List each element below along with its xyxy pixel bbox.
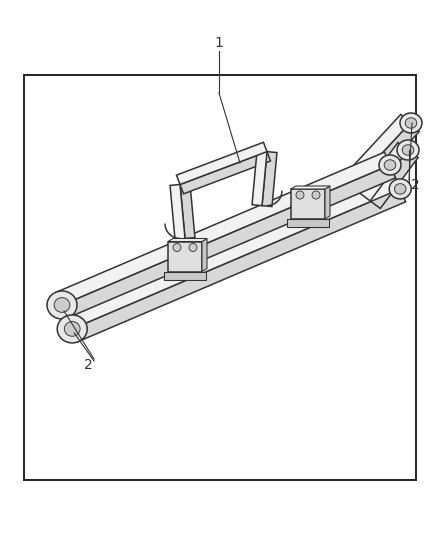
Polygon shape	[180, 183, 195, 238]
Bar	[168, 241, 202, 271]
Circle shape	[296, 191, 304, 199]
Circle shape	[173, 244, 181, 252]
Polygon shape	[262, 151, 277, 207]
Ellipse shape	[47, 291, 77, 319]
Polygon shape	[351, 115, 410, 177]
Polygon shape	[291, 186, 330, 189]
Bar	[291, 189, 325, 219]
Polygon shape	[170, 184, 185, 239]
Ellipse shape	[402, 145, 414, 155]
Bar	[24, 75, 416, 480]
Ellipse shape	[384, 160, 396, 170]
Polygon shape	[370, 150, 418, 208]
Polygon shape	[62, 165, 396, 318]
Ellipse shape	[64, 321, 80, 336]
Ellipse shape	[405, 118, 417, 128]
Polygon shape	[72, 189, 406, 342]
Ellipse shape	[379, 155, 401, 175]
Ellipse shape	[54, 297, 70, 312]
Text: 2: 2	[84, 358, 92, 372]
Bar	[164, 271, 206, 279]
Circle shape	[189, 244, 197, 252]
Polygon shape	[168, 238, 207, 241]
Ellipse shape	[400, 113, 422, 133]
Polygon shape	[67, 176, 400, 329]
Ellipse shape	[397, 140, 419, 160]
Polygon shape	[252, 151, 267, 206]
Polygon shape	[177, 142, 267, 184]
Polygon shape	[325, 186, 330, 219]
Ellipse shape	[395, 184, 406, 194]
Polygon shape	[360, 142, 408, 201]
Circle shape	[312, 191, 320, 199]
Ellipse shape	[389, 179, 411, 199]
Text: 1: 1	[215, 36, 223, 50]
Polygon shape	[360, 123, 419, 185]
Polygon shape	[180, 151, 271, 194]
Bar	[287, 219, 329, 227]
Polygon shape	[57, 152, 390, 305]
Ellipse shape	[57, 315, 87, 343]
Polygon shape	[202, 238, 207, 271]
Text: 2: 2	[411, 178, 419, 192]
